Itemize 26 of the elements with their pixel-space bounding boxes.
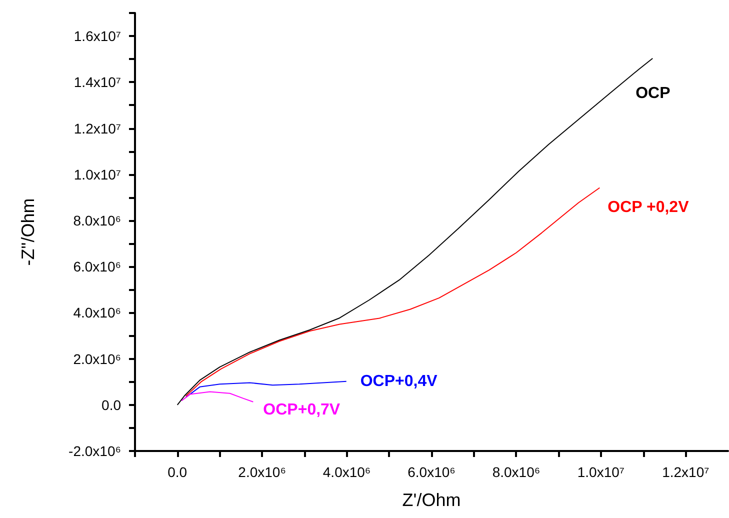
y-tick-label: 1.6x10⁷ (74, 28, 121, 44)
x-tick-label: 1.0x10⁷ (577, 464, 624, 480)
y-tick-label: 1.2x10⁷ (74, 120, 121, 136)
line-series (185, 380, 347, 398)
x-axis-title: Z'/Ohm (402, 490, 461, 510)
series-label: OCP +0,2V (608, 199, 690, 216)
y-tick-label: 1.4x10⁷ (74, 74, 121, 90)
x-tick-label: 1.2x10⁷ (662, 464, 710, 480)
series-label: OCP+0,4V (360, 372, 438, 390)
line-series (181, 391, 254, 402)
y-tick-label: 8.0x10⁶ (73, 212, 121, 228)
x-tick-label: 2.0x10⁶ (238, 464, 286, 480)
x-tick-label: 8.0x10⁶ (492, 464, 540, 480)
y-tick-label: 0.0 (102, 396, 122, 413)
y-tick-label: 4.0x10⁶ (73, 304, 121, 321)
x-tick-label: 4.0x10⁶ (322, 464, 371, 480)
x-tick-label: 6.0x10⁶ (408, 464, 456, 480)
line-series (185, 187, 600, 397)
x-tick-label: 0.0 (168, 464, 188, 480)
y-axis-title: -Z"/Ohm (18, 198, 38, 266)
y-tick-label: 2.0x10⁶ (73, 350, 121, 367)
y-tick-label: 6.0x10⁶ (73, 258, 121, 275)
series-label: OCP+0,7V (263, 401, 340, 418)
y-tick-label: 1.0x10⁷ (74, 166, 121, 182)
y-tick-label: -2.0x10⁶ (68, 443, 121, 459)
series-label: OCP (636, 84, 671, 102)
